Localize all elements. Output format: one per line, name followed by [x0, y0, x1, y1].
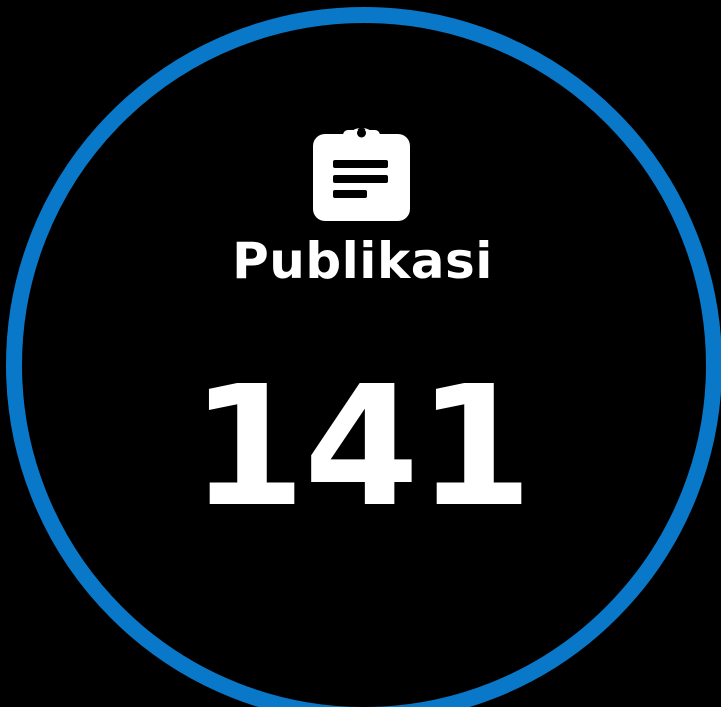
stat-value: 141: [190, 351, 533, 544]
clipboard-list-icon: [313, 127, 410, 221]
stat-label: Publikasi: [232, 232, 493, 290]
